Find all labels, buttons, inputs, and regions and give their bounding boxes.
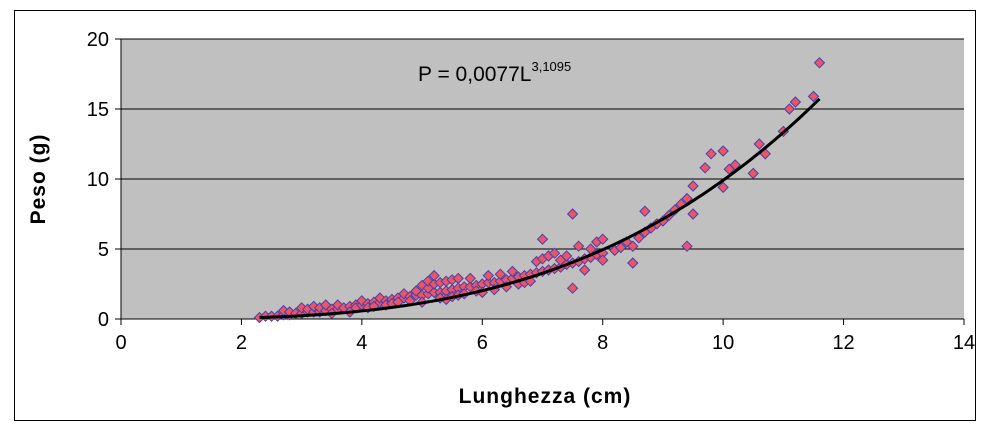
y-tick-label: 15 bbox=[87, 99, 109, 121]
data-point bbox=[482, 269, 495, 282]
data-point bbox=[807, 90, 820, 103]
data-point bbox=[452, 272, 464, 285]
gridlines bbox=[121, 38, 964, 250]
data-point bbox=[639, 205, 651, 217]
data-point bbox=[753, 138, 765, 150]
data-point bbox=[627, 257, 639, 269]
data-point bbox=[687, 180, 699, 192]
data-point bbox=[705, 148, 717, 160]
x-tick-label: 10 bbox=[712, 332, 734, 354]
x-tick-label: 8 bbox=[597, 332, 608, 354]
data-point bbox=[813, 57, 826, 69]
data-point bbox=[615, 241, 627, 254]
y-tick-label: 5 bbox=[98, 239, 109, 261]
x-tick-label: 4 bbox=[356, 332, 367, 354]
data-point bbox=[506, 265, 519, 278]
data-point bbox=[548, 247, 561, 259]
data-point bbox=[717, 145, 729, 157]
data-point bbox=[789, 96, 802, 108]
x-axis-title: Lunghezza (cm) bbox=[459, 385, 632, 408]
data-point bbox=[717, 181, 729, 194]
y-tick-label: 0 bbox=[98, 309, 109, 331]
data-point bbox=[572, 240, 585, 252]
equation-annotation: P = 0,0077L3,1095 bbox=[418, 59, 571, 86]
data-point bbox=[428, 269, 440, 282]
data-point bbox=[747, 167, 759, 180]
x-tick-label: 2 bbox=[236, 332, 247, 354]
data-point bbox=[687, 208, 699, 220]
x-tick-label: 12 bbox=[832, 332, 854, 354]
data-point bbox=[494, 268, 507, 280]
data-point bbox=[597, 233, 609, 245]
data-point bbox=[566, 282, 579, 294]
axes: 0 5 10 15 20 0 2 4 6 8 10 12 14 bbox=[87, 29, 975, 354]
data-point bbox=[566, 208, 579, 220]
data-point bbox=[536, 233, 549, 245]
data-markers bbox=[253, 57, 826, 324]
y-tick-label: 10 bbox=[87, 169, 109, 191]
data-point bbox=[578, 264, 591, 276]
data-point bbox=[597, 254, 609, 266]
data-point bbox=[633, 232, 645, 244]
data-point bbox=[699, 162, 711, 174]
scatter-chart: 0 5 10 15 20 0 2 4 6 8 10 12 14 P = 0,0077L3,1095 Lu… bbox=[27, 29, 975, 408]
x-tick-label: 0 bbox=[115, 332, 126, 354]
y-tick-label: 20 bbox=[87, 29, 109, 51]
trendline bbox=[259, 97, 821, 320]
data-point bbox=[681, 240, 693, 252]
x-tick-label: 6 bbox=[477, 332, 488, 354]
chart-frame: 0 5 10 15 20 0 2 4 6 8 10 12 14 P = 0,0077L3,1095 Lu… bbox=[14, 10, 976, 421]
data-point bbox=[783, 103, 796, 115]
x-tick-label: 14 bbox=[953, 332, 975, 354]
data-point bbox=[560, 250, 573, 262]
data-point bbox=[627, 240, 639, 252]
equation-exponent: 3,1095 bbox=[531, 59, 571, 74]
equation-text: P = 0,0077L bbox=[418, 63, 531, 86]
data-point bbox=[464, 272, 476, 285]
y-axis-title: Peso (g) bbox=[27, 134, 50, 225]
